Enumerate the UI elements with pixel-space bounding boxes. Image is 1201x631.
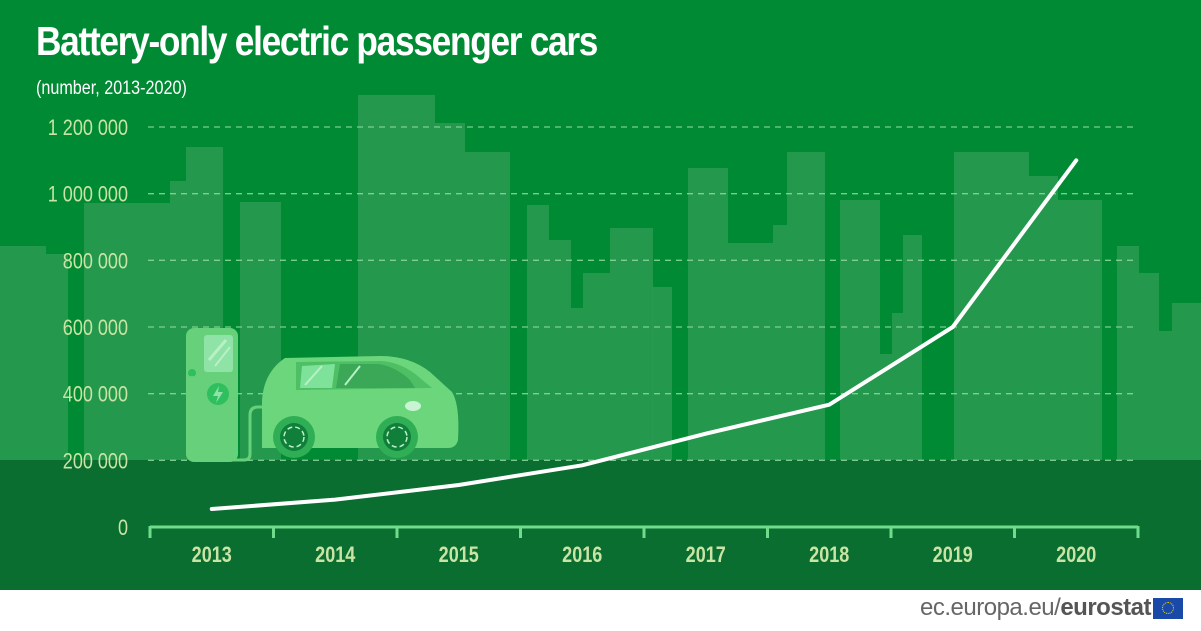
chart-subtitle: (number, 2013-2020) [36, 78, 187, 99]
skyline-building [880, 354, 892, 460]
skyline-building [773, 225, 787, 460]
x-tick-label: 2014 [315, 543, 356, 567]
y-tick-label: 800 000 [63, 250, 128, 274]
skyline-building [903, 235, 922, 460]
y-tick-label: 200 000 [63, 450, 128, 474]
skyline-building [892, 313, 903, 460]
skyline-building [84, 203, 170, 460]
skyline-building [571, 308, 583, 460]
y-tick-label: 1 200 000 [48, 116, 128, 140]
electric-car-icon [262, 356, 459, 458]
series-line-group [209, 158, 1079, 511]
skyline-building [549, 240, 571, 460]
skyline-building [954, 152, 1029, 460]
footer-site: ec.europa.eu/ [920, 594, 1061, 621]
skyline-building [1159, 331, 1172, 460]
y-tick-label: 600 000 [63, 316, 128, 340]
skyline-building [1139, 273, 1159, 460]
y-tick-label: 400 000 [63, 383, 128, 407]
skyline-building [170, 181, 186, 460]
skyline-building [46, 254, 68, 460]
skyline-building [688, 168, 728, 460]
skyline-building [527, 205, 549, 460]
skyline-building [840, 200, 880, 460]
city-skyline-background [0, 95, 1201, 460]
charging-station-icon [186, 328, 297, 462]
x-tick-label: 2013 [192, 543, 232, 567]
ev-charging-illustration [186, 328, 459, 462]
x-tick-label: 2016 [562, 543, 602, 567]
skyline-building [583, 273, 610, 460]
chart-title: Battery-only electric passenger cars [36, 18, 598, 64]
skyline-building [1058, 200, 1102, 460]
footer-brand: eurostat [1060, 594, 1151, 621]
gridlines [148, 126, 1138, 461]
skyline-building [1029, 176, 1058, 460]
skyline-building [1172, 303, 1201, 460]
skyline-building [1117, 246, 1139, 460]
y-tick-label: 0 [118, 516, 128, 540]
x-tick-label: 2017 [686, 543, 726, 567]
x-tick-label: 2018 [809, 543, 849, 567]
skyline-building [652, 287, 672, 460]
skyline-building [465, 152, 510, 460]
skyline-building [0, 246, 46, 460]
eu-flag-icon [1153, 597, 1183, 619]
chart-svg: 0 200 000 400 000 600 000 800 000 1 000 000 1 … [0, 95, 1201, 590]
footer-source: ec.europa.eu/eurostat [920, 594, 1183, 622]
series-line [209, 158, 1079, 511]
y-axis-tick-labels: 0 200 000 400 000 600 000 800 000 1 000 000 1 … [48, 116, 128, 540]
x-tick-label: 2015 [439, 543, 479, 567]
x-tick-label: 2020 [1056, 543, 1096, 567]
y-tick-label: 1 000 000 [48, 183, 128, 207]
x-tick-label: 2019 [933, 543, 973, 567]
skyline-building [610, 228, 653, 460]
x-axis: 2013 2014 2015 2016 2017 2018 2019 2020 [148, 525, 1140, 567]
lower-band [0, 460, 1201, 590]
chart-panel: 0 200 000 400 000 600 000 800 000 1 000 000 1 … [0, 0, 1201, 590]
